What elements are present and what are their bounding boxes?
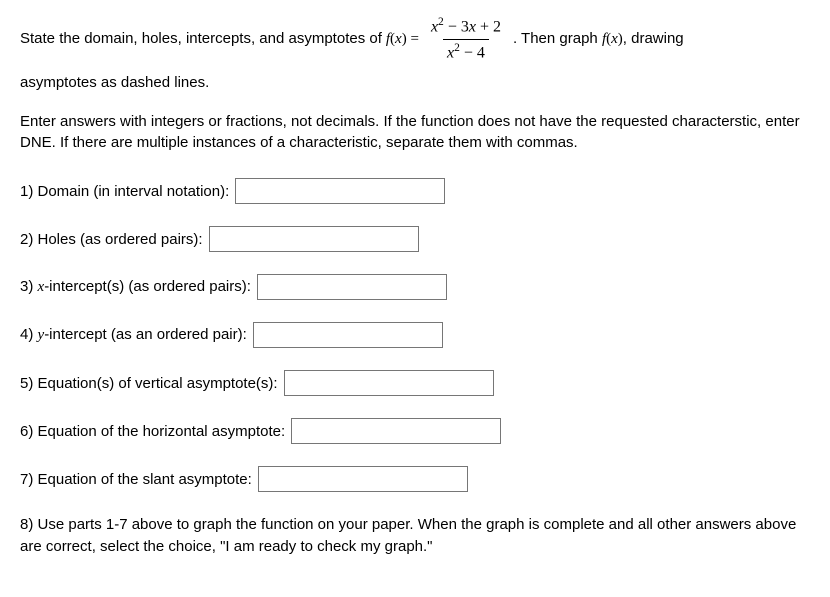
intro-text-2: . Then graph f(x), drawing — [513, 28, 684, 51]
question-5-label: 5) Equation(s) of vertical asymptote(s): — [20, 375, 278, 392]
question-3-label: 3) x-intercept(s) (as ordered pairs): — [20, 278, 251, 296]
den-rest: − 4 — [460, 44, 485, 61]
question-7-label: 7) Equation of the slant asymptote: — [20, 471, 252, 488]
question-7-row: 7) Equation of the slant asymptote: — [20, 466, 810, 492]
numerator: x2 − 3x + 2 — [427, 16, 505, 39]
num-x2: x — [469, 18, 476, 35]
question-4-row: 4) y-intercept (as an ordered pair): — [20, 322, 810, 348]
denominator: x2 − 4 — [443, 39, 489, 63]
question-3-row: 3) x-intercept(s) (as ordered pairs): — [20, 274, 810, 300]
q3-post: -intercept(s) (as ordered pairs): — [44, 278, 251, 295]
q3-pre: 3) — [20, 278, 38, 295]
fn-x: x — [395, 31, 402, 47]
problem-line-1: State the domain, holes, intercepts, and… — [20, 16, 810, 62]
function-lhs: f(x) = — [386, 28, 419, 51]
p2-a: . Then graph — [513, 30, 602, 47]
fraction: x2 − 3x + 2 x2 − 4 — [427, 16, 505, 62]
horizontal-asymptote-input[interactable] — [291, 418, 501, 444]
y-intercept-input[interactable] — [253, 322, 443, 348]
question-5-row: 5) Equation(s) of vertical asymptote(s): — [20, 370, 810, 396]
question-2-label: 2) Holes (as ordered pairs): — [20, 231, 203, 248]
problem-line-2: asymptotes as dashed lines. — [20, 72, 810, 95]
holes-input[interactable] — [209, 226, 419, 252]
num-tail: + 2 — [476, 18, 501, 35]
slant-asymptote-input[interactable] — [258, 466, 468, 492]
question-1-label: 1) Domain (in interval notation): — [20, 183, 229, 200]
instructions-text: Enter answers with integers or fractions… — [20, 111, 810, 155]
q4-post: -intercept (as an ordered pair): — [44, 326, 247, 343]
equals-sign: = — [407, 31, 419, 47]
question-1-row: 1) Domain (in interval notation): — [20, 178, 810, 204]
intro-text-1: State the domain, holes, intercepts, and… — [20, 28, 382, 51]
problem-statement: State the domain, holes, intercepts, and… — [20, 16, 810, 95]
x-intercepts-input[interactable] — [257, 274, 447, 300]
question-2-row: 2) Holes (as ordered pairs): — [20, 226, 810, 252]
p2-x: x — [611, 31, 618, 47]
question-6-row: 6) Equation of the horizontal asymptote: — [20, 418, 810, 444]
vertical-asymptote-input[interactable] — [284, 370, 494, 396]
domain-input[interactable] — [235, 178, 445, 204]
question-4-label: 4) y-intercept (as an ordered pair): — [20, 326, 247, 344]
num-x1: x — [431, 18, 438, 35]
q4-pre: 4) — [20, 326, 38, 343]
p2-tail: , drawing — [623, 30, 684, 47]
question-6-label: 6) Equation of the horizontal asymptote: — [20, 423, 285, 440]
num-mid: − 3 — [444, 18, 469, 35]
question-8-text: 8) Use parts 1-7 above to graph the func… — [20, 514, 810, 558]
